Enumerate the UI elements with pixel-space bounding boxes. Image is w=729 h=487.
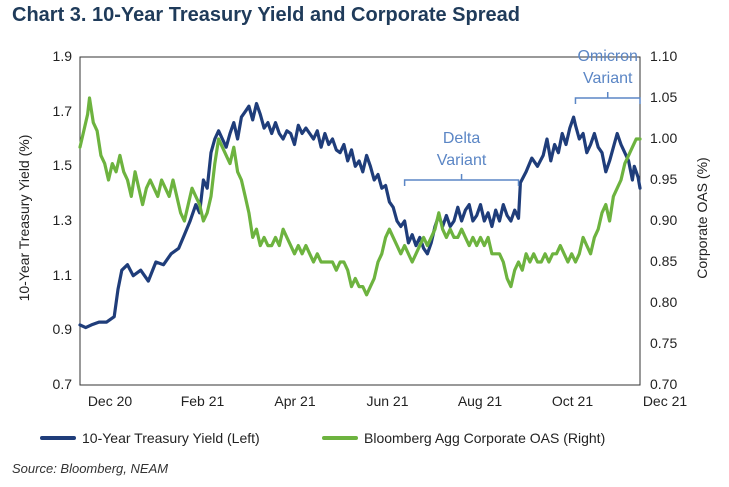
y-axis-left-label: 10-Year Treasury Yield (%)	[16, 134, 32, 302]
legend-label-treasury: 10-Year Treasury Yield (Left)	[82, 430, 260, 446]
x-tick-label: Jun 21	[366, 393, 409, 409]
annotation-line-2: Variant	[436, 152, 487, 169]
legend-swatch-oas	[322, 436, 358, 440]
annotation-label: Delta Variant	[412, 128, 512, 172]
y-left-tick-label: 0.9	[52, 321, 72, 338]
annotation-bracket	[574, 92, 641, 104]
y-right-tick-label: 0.70	[650, 376, 678, 392]
y-right-tick-label: 0.95	[650, 171, 678, 187]
y-right-tick-label: 0.85	[650, 253, 678, 269]
y-left-tick-label: 1.1	[52, 266, 72, 283]
annotation-line-1: Omicron	[577, 48, 638, 65]
x-tick-label: Oct 21	[551, 393, 594, 409]
series-line-oas	[78, 96, 642, 297]
source-note: Source: Bloomberg, NEAM	[12, 461, 169, 476]
x-tick-label: Dec 20	[87, 393, 133, 409]
x-tick-label: Aug 21	[457, 393, 503, 409]
y-right-tick-label: 1.10	[650, 48, 678, 64]
y-left-tick-label: 1.9	[52, 48, 72, 64]
x-tick-label: Dec 21	[642, 393, 688, 409]
y-right-tick-label: 0.90	[650, 212, 678, 228]
y-left-tick-label: 1.7	[52, 102, 72, 119]
y-left-tick-label: 0.7	[52, 376, 72, 392]
legend-label-oas: Bloomberg Agg Corporate OAS (Right)	[364, 430, 606, 446]
x-tick-label: Feb 21	[180, 393, 225, 409]
y-left-tick-label: 1.3	[52, 212, 72, 228]
y-right-tick-label: 1.00	[650, 130, 678, 146]
legend-item-treasury: 10-Year Treasury Yield (Left)	[40, 430, 260, 446]
y-axis-right-label: Corporate OAS (%)	[694, 157, 710, 279]
y-right-tick-label: 1.05	[650, 89, 678, 105]
annotation-line-2: Variant	[582, 70, 633, 87]
annotation-line-1: Delta	[442, 130, 481, 147]
y-right-tick-label: 0.80	[650, 294, 678, 310]
series-line-treasury	[78, 101, 642, 330]
y-right-tick-label: 0.75	[650, 335, 678, 351]
plot-frame	[79, 56, 641, 386]
annotation-bracket	[403, 174, 520, 186]
y-left-tick-label: 1.5	[52, 157, 72, 174]
chart-title: Chart 3. 10-Year Treasury Yield and Corp…	[12, 4, 520, 26]
x-tick-label: Apr 21	[274, 393, 316, 409]
legend-item-oas: Bloomberg Agg Corporate OAS (Right)	[322, 430, 605, 446]
annotation-label: Omicron Variant	[558, 46, 658, 90]
legend-swatch-treasury	[40, 436, 76, 440]
